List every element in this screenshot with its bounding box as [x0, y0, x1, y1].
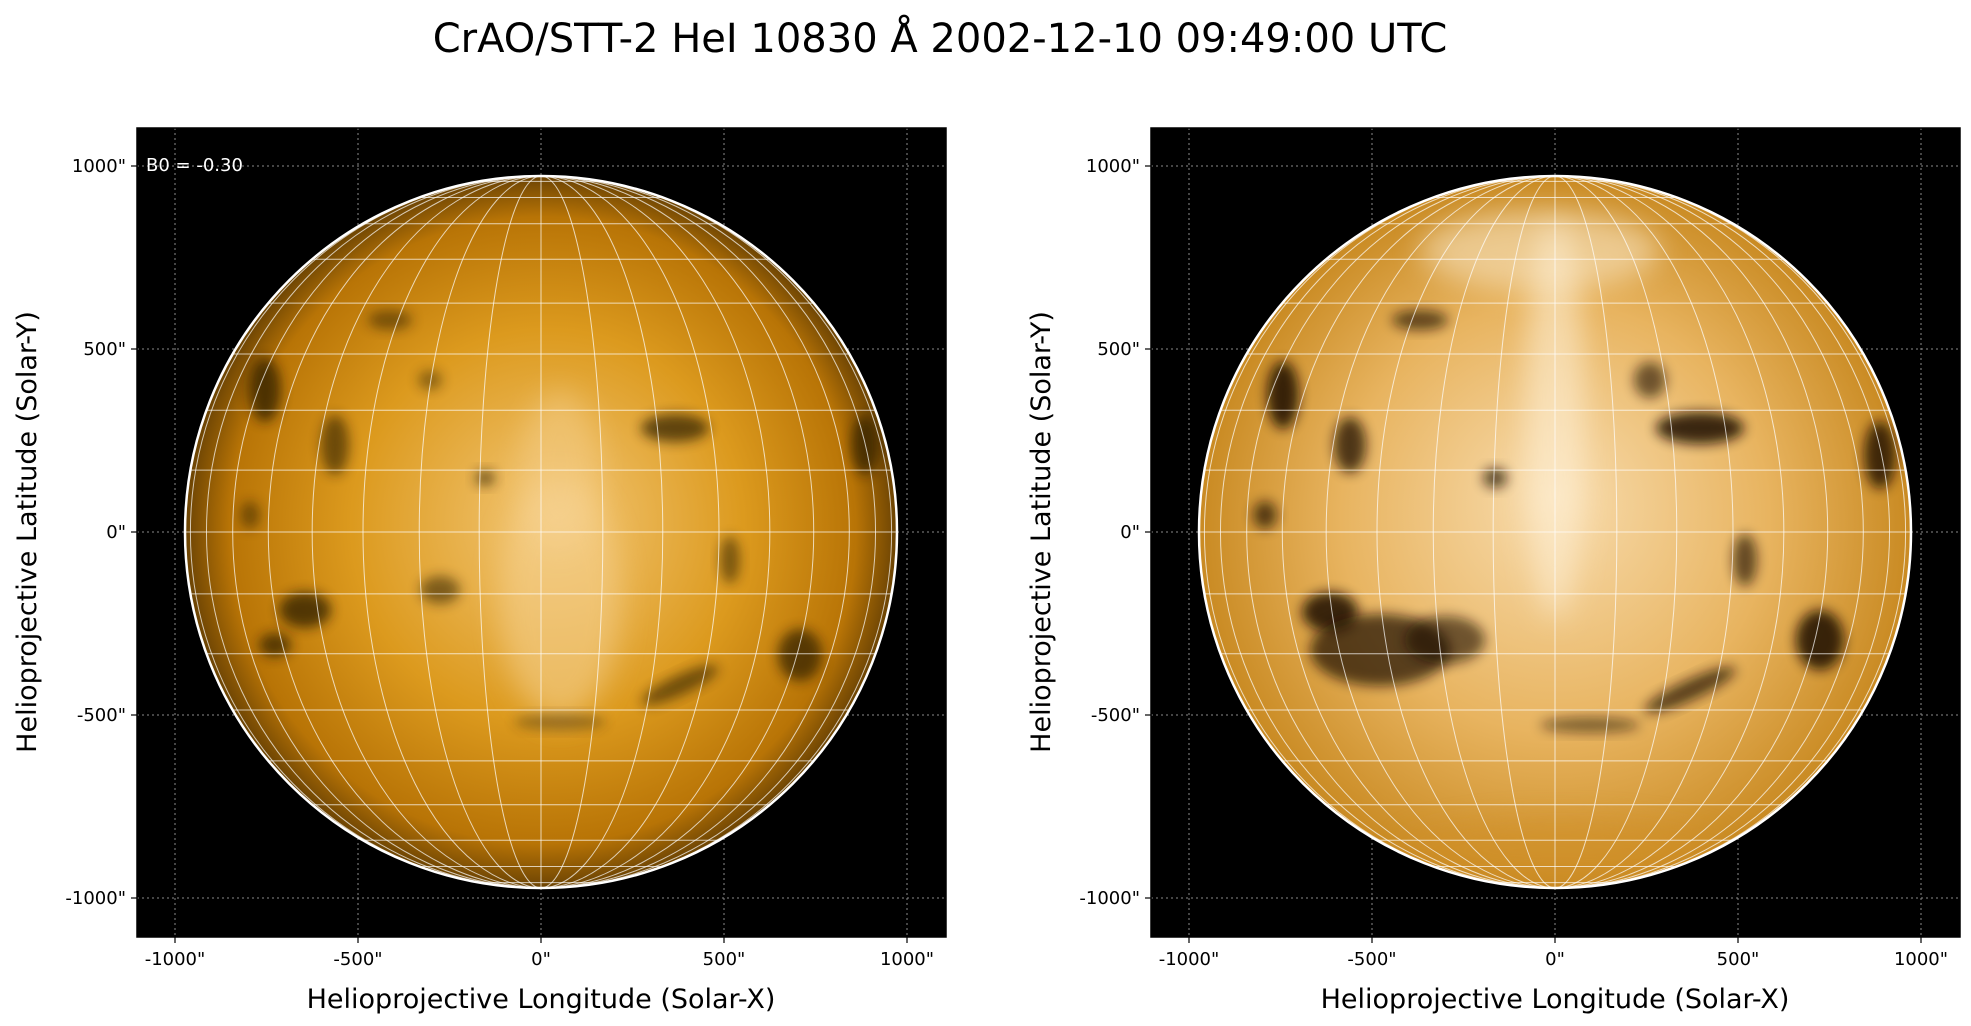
x-tick-label: -1000" [145, 949, 206, 970]
figure-title: CrAO/STT-2 HeI 10830 Å 2002-12-10 09:49:… [433, 14, 1448, 62]
x-tick-label: 500" [703, 949, 746, 970]
x-tick-label: 500" [1717, 949, 1760, 970]
y-tick-label: 500" [1097, 339, 1140, 360]
right-disk-features [1253, 210, 1896, 880]
y-tick-label: 500" [83, 339, 126, 360]
x-tick-label: 1000" [880, 949, 934, 970]
left-limb-circle [183, 174, 899, 890]
right-panel: -1000" -500" 0" 500" 1000" 1000" 500" 0" -500" -1… [1026, 127, 1961, 1015]
left-y-axis-label: Helioprojective Latitude (Solar-Y) [12, 311, 43, 753]
y-tick-label: 1000" [72, 156, 126, 177]
left-panel: B0 = -0.30 -1000" -500" 0" 500" 1000" 1000" 50… [12, 127, 947, 1015]
right-tick-labels: -1000" -500" 0" 500" 1000" 1000" 500" 0" -500" -1… [1079, 156, 1948, 970]
y-tick-label: -500" [1091, 705, 1140, 726]
x-tick-label: 0" [531, 949, 551, 970]
right-limb-circle [1197, 174, 1913, 890]
y-tick-label: 1000" [1086, 156, 1140, 177]
right-y-axis-label: Helioprojective Latitude (Solar-Y) [1026, 311, 1057, 753]
y-tick-label: 0" [1120, 522, 1140, 543]
y-tick-label: 0" [106, 522, 126, 543]
left-x-axis-label: Helioprojective Longitude (Solar-X) [307, 984, 776, 1015]
left-disk-features [240, 310, 879, 730]
x-tick-label: -1000" [1159, 949, 1220, 970]
x-tick-label: -500" [1347, 949, 1396, 970]
x-tick-label: 0" [1545, 949, 1565, 970]
y-tick-label: -1000" [65, 888, 126, 909]
x-tick-label: -500" [333, 949, 382, 970]
x-tick-label: 1000" [1894, 949, 1948, 970]
right-x-axis-label: Helioprojective Longitude (Solar-X) [1321, 984, 1790, 1015]
left-b0-annotation: B0 = -0.30 [146, 155, 243, 176]
y-tick-label: -1000" [1079, 888, 1140, 909]
left-tick-labels: -1000" -500" 0" 500" 1000" 1000" 500" 0" -500" -1… [65, 156, 934, 970]
y-tick-label: -500" [77, 705, 126, 726]
